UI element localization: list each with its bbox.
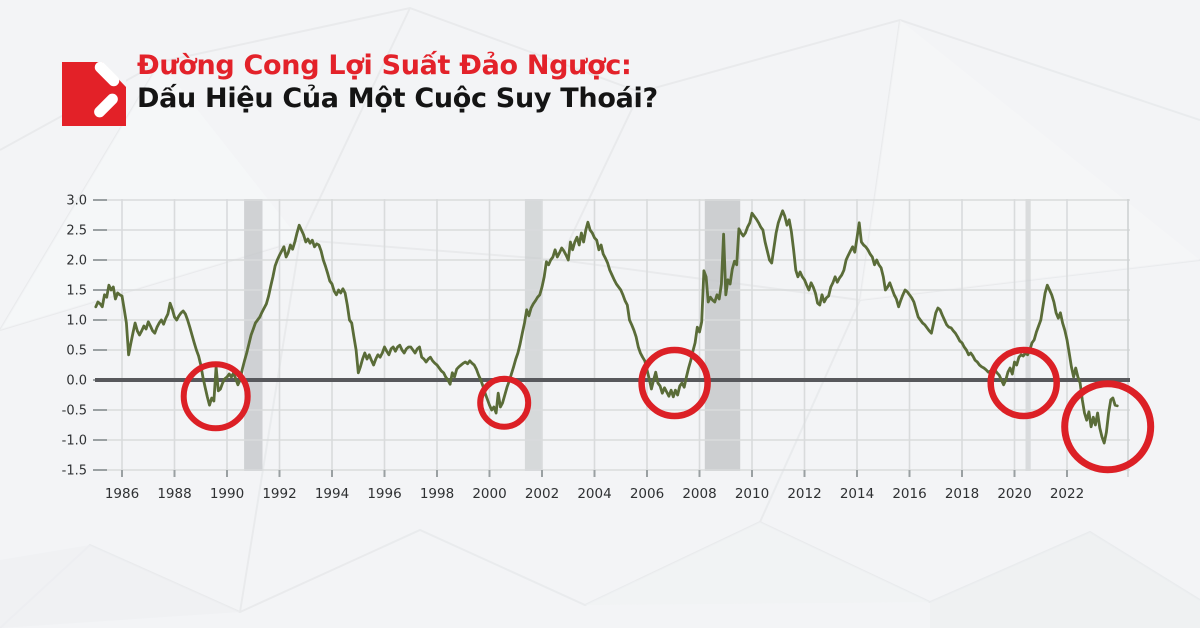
x-tick-label: 1998 <box>420 486 454 502</box>
x-tick-label: 2020 <box>997 486 1031 502</box>
y-tick-label: -0.5 <box>62 404 87 419</box>
x-tick-label: 2008 <box>682 486 716 502</box>
x-tick-label: 1986 <box>105 486 139 502</box>
inversion-highlight-circle <box>477 375 532 430</box>
x-tick-label: 1988 <box>157 486 191 502</box>
y-tick-label: 2.0 <box>66 254 87 269</box>
spread-line-series <box>94 209 1119 445</box>
recession-band <box>524 199 542 471</box>
x-tick-label: 2012 <box>787 486 821 502</box>
y-tick-label: 0.5 <box>66 344 87 359</box>
x-tick-label: 1992 <box>262 486 296 502</box>
x-tick-label: 2018 <box>945 486 979 502</box>
title-line-1: Đường Cong Lợi Suất Đảo Ngược: <box>137 50 632 81</box>
inversion-highlight-circle <box>1061 380 1155 474</box>
x-tick-label: 2006 <box>630 486 664 502</box>
page-title: Đường Cong Lợi Suất Đảo Ngược: Dấu Hiệu … <box>137 49 658 115</box>
x-tick-label: 2010 <box>735 486 769 502</box>
y-tick-label: -1.0 <box>62 434 87 449</box>
x-tick-label: 2002 <box>525 486 559 502</box>
x-tick-label: 2000 <box>472 486 506 502</box>
logo-slash-top-icon <box>94 62 120 87</box>
y-tick-label: 1.0 <box>66 314 87 329</box>
inversion-highlight-circle <box>638 346 711 420</box>
x-tick-label: 2014 <box>840 486 874 502</box>
y-tick-label: 3.0 <box>66 194 87 209</box>
x-tick-label: 1994 <box>315 486 349 502</box>
x-tick-label: 1990 <box>210 486 244 502</box>
y-tick-label: -1.5 <box>62 464 87 479</box>
x-tick-label: 2016 <box>892 486 926 502</box>
inversion-highlight-circle <box>987 346 1060 420</box>
x-tick-label: 2022 <box>1050 486 1084 502</box>
logo-slash-bottom-icon <box>94 93 118 118</box>
y-tick-label: 0.0 <box>66 374 87 389</box>
recession-band <box>1025 199 1031 471</box>
y-tick-label: 2.5 <box>66 224 87 239</box>
brand-logo <box>62 62 126 126</box>
x-tick-label: 2004 <box>577 486 611 502</box>
x-tick-label: 1996 <box>367 486 401 502</box>
inversion-highlight-circle <box>180 361 251 432</box>
title-line-2: Dấu Hiệu Của Một Cuộc Suy Thoái? <box>137 83 658 114</box>
y-tick-label: 1.5 <box>66 284 87 299</box>
recession-band <box>244 199 263 471</box>
